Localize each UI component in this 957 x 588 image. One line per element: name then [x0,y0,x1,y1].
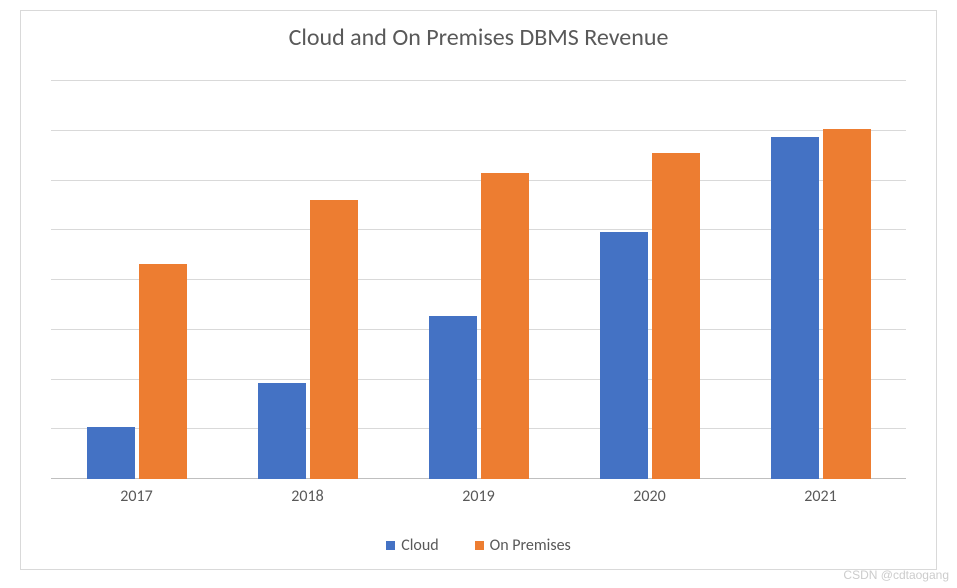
x-axis-label: 2020 [633,479,665,506]
legend-label: Cloud [401,536,438,555]
bar [258,383,306,479]
bar [823,129,871,479]
bar [310,200,358,479]
legend-label: On Premises [490,536,571,555]
bar [87,427,135,479]
x-axis-label: 2019 [462,479,494,506]
watermark-text: CSDN @cdtaogang [843,568,949,582]
bar [600,232,648,479]
bar [652,153,700,479]
bar [429,316,477,479]
legend: Cloud On Premises [21,536,936,555]
legend-swatch [386,541,395,550]
bar-group [258,81,358,479]
bar-group [87,81,187,479]
x-axis-label: 2021 [804,479,836,506]
bar [139,264,187,479]
chart-container: Cloud and On Premises DBMS Revenue 20172… [20,10,937,570]
x-axis-label: 2018 [291,479,323,506]
legend-item: On Premises [475,536,571,555]
legend-item: Cloud [386,536,438,555]
chart-title: Cloud and On Premises DBMS Revenue [21,11,936,60]
x-axis-label: 2017 [120,479,152,506]
bar [481,173,529,479]
bar [771,137,819,479]
legend-swatch [475,541,484,550]
bar-group [600,81,700,479]
bar-group [771,81,871,479]
bar-group [429,81,529,479]
plot-area: 20172018201920202021 [51,81,906,479]
